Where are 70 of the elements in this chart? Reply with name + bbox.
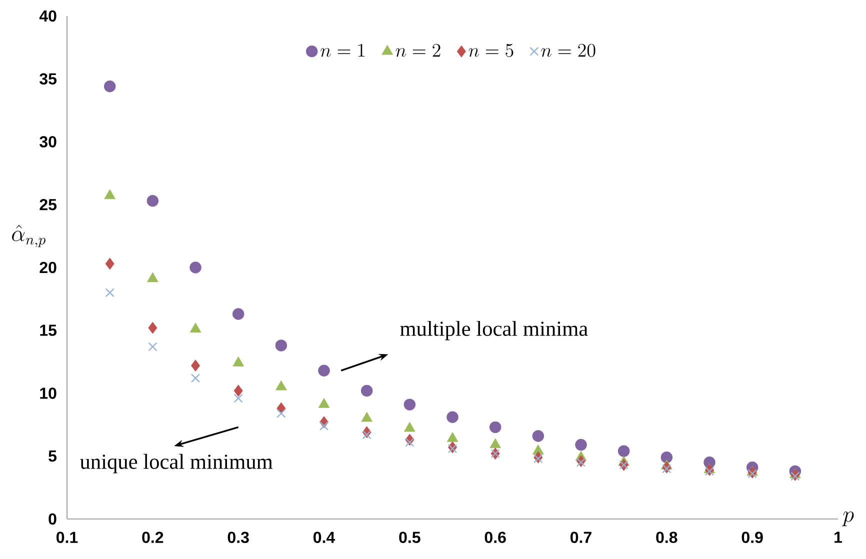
y-tick-label: 5 bbox=[48, 450, 57, 462]
point bbox=[234, 394, 243, 403]
x-tick-label: 0.7 bbox=[570, 532, 592, 544]
x-tick-label: 0.6 bbox=[484, 532, 506, 544]
x-tick-label: 0.1 bbox=[56, 532, 78, 544]
point bbox=[276, 408, 286, 418]
point bbox=[662, 464, 672, 474]
point bbox=[790, 472, 800, 481]
point bbox=[191, 360, 200, 372]
point bbox=[146, 194, 159, 207]
y-tick-label: 20 bbox=[40, 262, 56, 274]
y-axis-title: $\hat{\alpha}_{n,p}$ bbox=[12, 224, 46, 248]
annotation: multiple local minima bbox=[400, 320, 588, 340]
point bbox=[232, 308, 244, 320]
point bbox=[618, 445, 630, 457]
point bbox=[748, 469, 757, 478]
point bbox=[147, 272, 158, 282]
x-tick-label: 0.8 bbox=[656, 532, 678, 544]
point bbox=[360, 384, 373, 397]
point bbox=[232, 356, 244, 366]
y-tick-label: 35 bbox=[40, 73, 57, 85]
y-tick-label: 15 bbox=[40, 324, 57, 336]
y-tick-label: 25 bbox=[40, 198, 57, 210]
y-tick-label: 10 bbox=[40, 388, 56, 399]
x-tick-label: 1 bbox=[834, 532, 842, 543]
point bbox=[104, 80, 116, 92]
point bbox=[489, 421, 502, 434]
point bbox=[276, 380, 287, 390]
point bbox=[319, 421, 329, 430]
point bbox=[534, 454, 543, 464]
point bbox=[575, 438, 587, 451]
x-tick-label: 0.2 bbox=[142, 532, 164, 544]
point bbox=[660, 452, 673, 464]
point bbox=[704, 466, 714, 476]
point bbox=[190, 262, 202, 274]
point bbox=[362, 430, 372, 440]
legend-label: $n=1$ bbox=[320, 44, 364, 57]
point bbox=[190, 374, 200, 383]
point bbox=[448, 444, 458, 454]
annotation: unique local minimum bbox=[80, 454, 273, 474]
point bbox=[490, 438, 501, 448]
point bbox=[318, 398, 330, 408]
point bbox=[446, 432, 458, 442]
point bbox=[104, 189, 116, 200]
point bbox=[404, 398, 416, 410]
point bbox=[318, 364, 330, 376]
legend-label: $n=20$ bbox=[541, 44, 596, 57]
x-tick-label: 0.3 bbox=[228, 532, 249, 544]
point bbox=[148, 342, 158, 352]
point bbox=[404, 422, 416, 432]
point bbox=[361, 412, 372, 422]
point bbox=[532, 430, 544, 442]
point bbox=[576, 458, 586, 467]
legend-label: $n=5$ bbox=[468, 44, 514, 57]
x-axis-title: $p$ bbox=[842, 512, 854, 526]
point bbox=[148, 322, 158, 334]
legend-label: $n=2$ bbox=[396, 44, 440, 57]
point bbox=[446, 411, 458, 423]
y-tick-label: 0 bbox=[48, 513, 56, 525]
x-tick-label: 0.4 bbox=[314, 532, 336, 544]
point bbox=[234, 384, 243, 397]
point bbox=[275, 340, 288, 352]
point bbox=[405, 438, 414, 447]
point bbox=[190, 322, 202, 332]
x-tick-label: 0.9 bbox=[742, 532, 763, 544]
y-tick-label: 40 bbox=[39, 10, 56, 22]
point bbox=[105, 258, 114, 270]
y-tick-label: 30 bbox=[40, 136, 56, 148]
point bbox=[105, 288, 114, 298]
x-tick-label: 0.5 bbox=[399, 532, 420, 544]
